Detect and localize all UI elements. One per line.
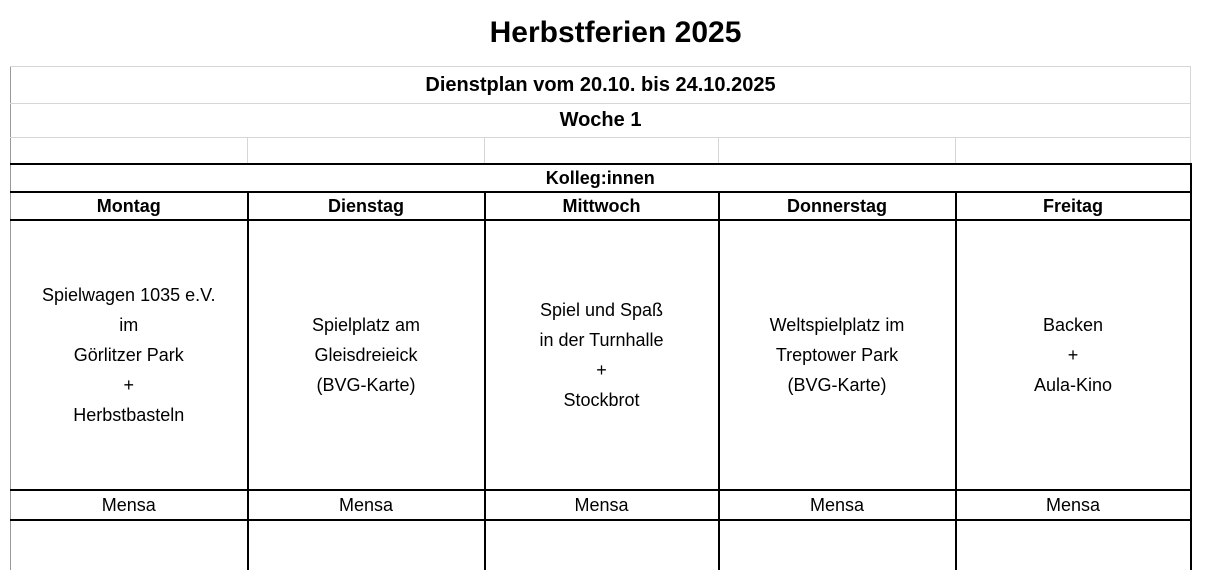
empty-cell: [484, 520, 720, 570]
empty-cell: [10, 137, 248, 164]
activity-cell-mittwoch: Spiel und Spaß in der Turnhalle + Stockb…: [484, 220, 720, 491]
schedule-table: Dienstplan vom 20.10. bis 24.10.2025 Woc…: [10, 66, 1192, 570]
spacer-row: [10, 137, 1192, 164]
day-header-mittwoch: Mittwoch: [484, 192, 720, 221]
week-row: Woche 1: [10, 103, 1192, 138]
day-header-donnerstag: Donnerstag: [718, 192, 957, 221]
page-title: Herbstferien 2025: [489, 16, 742, 49]
week-cell: Woche 1: [10, 103, 1192, 138]
empty-cell: [247, 137, 485, 164]
bottom-empty-row: [10, 520, 1192, 570]
empty-cell: [955, 520, 1192, 570]
day-header-dienstag: Dienstag: [247, 192, 486, 221]
empty-cell: [718, 520, 957, 570]
empty-cell: [484, 137, 719, 164]
empty-cell: [10, 520, 249, 570]
lunch-cell: Mensa: [10, 490, 249, 521]
empty-cell: [247, 520, 486, 570]
group-header-cell: Kolleg:innen: [10, 163, 1192, 193]
day-header-montag: Montag: [10, 192, 249, 221]
lunch-row: Mensa Mensa Mensa Mensa Mensa: [10, 490, 1192, 521]
group-header-row: Kolleg:innen: [10, 163, 1192, 193]
activity-cell-donnerstag: Weltspielplatz im Treptower Park (BVG-Ka…: [718, 220, 957, 491]
lunch-cell: Mensa: [484, 490, 720, 521]
activity-cell-freitag: Backen + Aula-Kino: [955, 220, 1192, 491]
empty-cell: [955, 137, 1192, 164]
day-header-freitag: Freitag: [955, 192, 1192, 221]
empty-cell: [718, 137, 956, 164]
lunch-cell: Mensa: [955, 490, 1192, 521]
lunch-cell: Mensa: [718, 490, 957, 521]
day-header-row: Montag Dienstag Mittwoch Donnerstag Frei…: [10, 192, 1192, 221]
activity-cell-dienstag: Spielplatz am Gleisdreieick (BVG-Karte): [247, 220, 486, 491]
subtitle-cell: Dienstplan vom 20.10. bis 24.10.2025: [10, 66, 1192, 104]
subtitle-row: Dienstplan vom 20.10. bis 24.10.2025: [10, 66, 1192, 104]
lunch-cell: Mensa: [247, 490, 486, 521]
activity-cell-montag: Spielwagen 1035 e.V. im Görlitzer Park +…: [10, 220, 249, 491]
activities-row: Spielwagen 1035 e.V. im Görlitzer Park +…: [10, 220, 1192, 491]
